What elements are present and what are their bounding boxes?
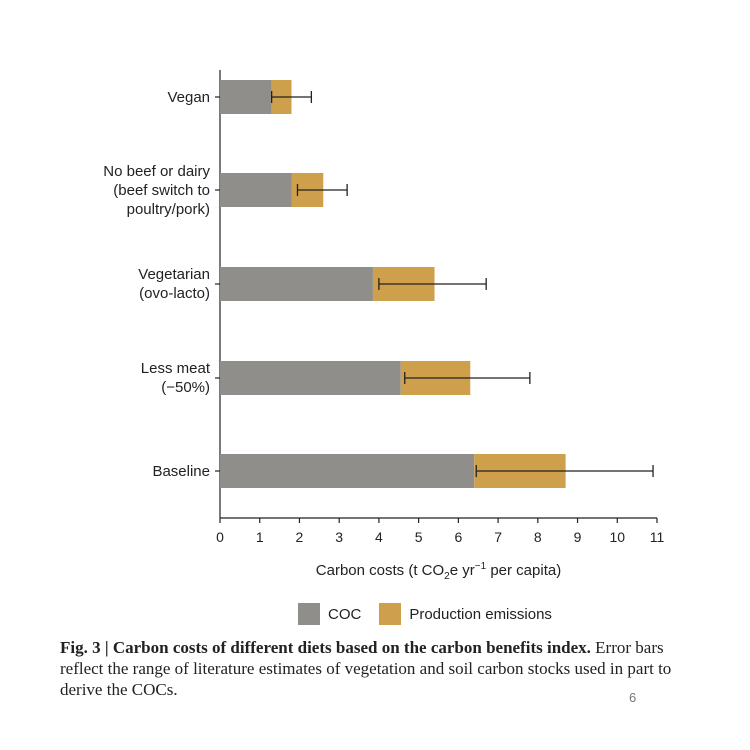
chart-plot-area: 0 1 2 3 4 5 6 7 8 9 10 11 (215, 70, 665, 545)
category-label-line: Baseline (152, 462, 210, 480)
category-label-3: Less meat (−50%) (30, 359, 210, 397)
x-tick-label-6: 6 (454, 529, 462, 545)
figure-caption: Fig. 3 | Carbon costs of different diets… (60, 637, 700, 700)
category-label-line: (−50%) (161, 379, 210, 396)
x-tick-label-8: 8 (534, 529, 542, 545)
x-tick-label-11: 11 (650, 529, 665, 545)
bar-coc-3 (220, 361, 401, 395)
x-tick-label-4: 4 (375, 529, 383, 545)
category-label-line: (beef switch to (113, 181, 210, 199)
x-tick-label-7: 7 (494, 529, 502, 545)
legend-swatch-production (379, 603, 402, 625)
category-label-line: (ovo-lacto) (139, 285, 210, 302)
category-label-line: Vegetarian (138, 266, 210, 283)
category-label-4: Baseline (30, 462, 210, 481)
category-label-line: poultry/pork) (126, 200, 210, 218)
legend-swatch-coc (298, 603, 320, 625)
legend-label-production: Production emissions (409, 605, 552, 623)
category-label-1: No beef or dairy (beef switch to poultry/p… (30, 162, 210, 219)
x-tick-label-5: 5 (415, 529, 423, 545)
category-label-line: No beef or dairy (103, 162, 210, 180)
bar-coc-2 (220, 267, 373, 301)
x-tick-label-3: 3 (335, 529, 343, 545)
category-label-line: Vegan (167, 88, 210, 106)
x-tick-label-2: 2 (296, 529, 304, 545)
page-number: 6 (629, 690, 637, 705)
category-label-0: Vegan (30, 88, 210, 107)
bar-coc-1 (220, 173, 292, 207)
x-tick-label-0: 0 (216, 529, 224, 545)
legend-item-coc: COC (298, 603, 361, 625)
caption-title: Fig. 3 | Carbon costs of different diets… (60, 638, 591, 657)
category-label-2: Vegetarian (ovo-lacto) (30, 265, 210, 303)
x-axis-label: Carbon costs (t CO2e yr−1 per capita) (315, 561, 562, 582)
bar-coc-0 (220, 80, 272, 114)
x-tick-label-9: 9 (574, 529, 582, 545)
legend: COC Production emissions (298, 603, 570, 625)
legend-label-coc: COC (328, 605, 362, 623)
legend-item-production: Production emissions (379, 603, 552, 625)
caption-text: Error bars reflect the range of literatu… (60, 638, 672, 699)
category-label-line: Less meat (140, 360, 210, 377)
x-tick-label-1: 1 (256, 529, 264, 545)
bar-coc-4 (220, 454, 475, 488)
x-tick-label-10: 10 (609, 529, 625, 545)
